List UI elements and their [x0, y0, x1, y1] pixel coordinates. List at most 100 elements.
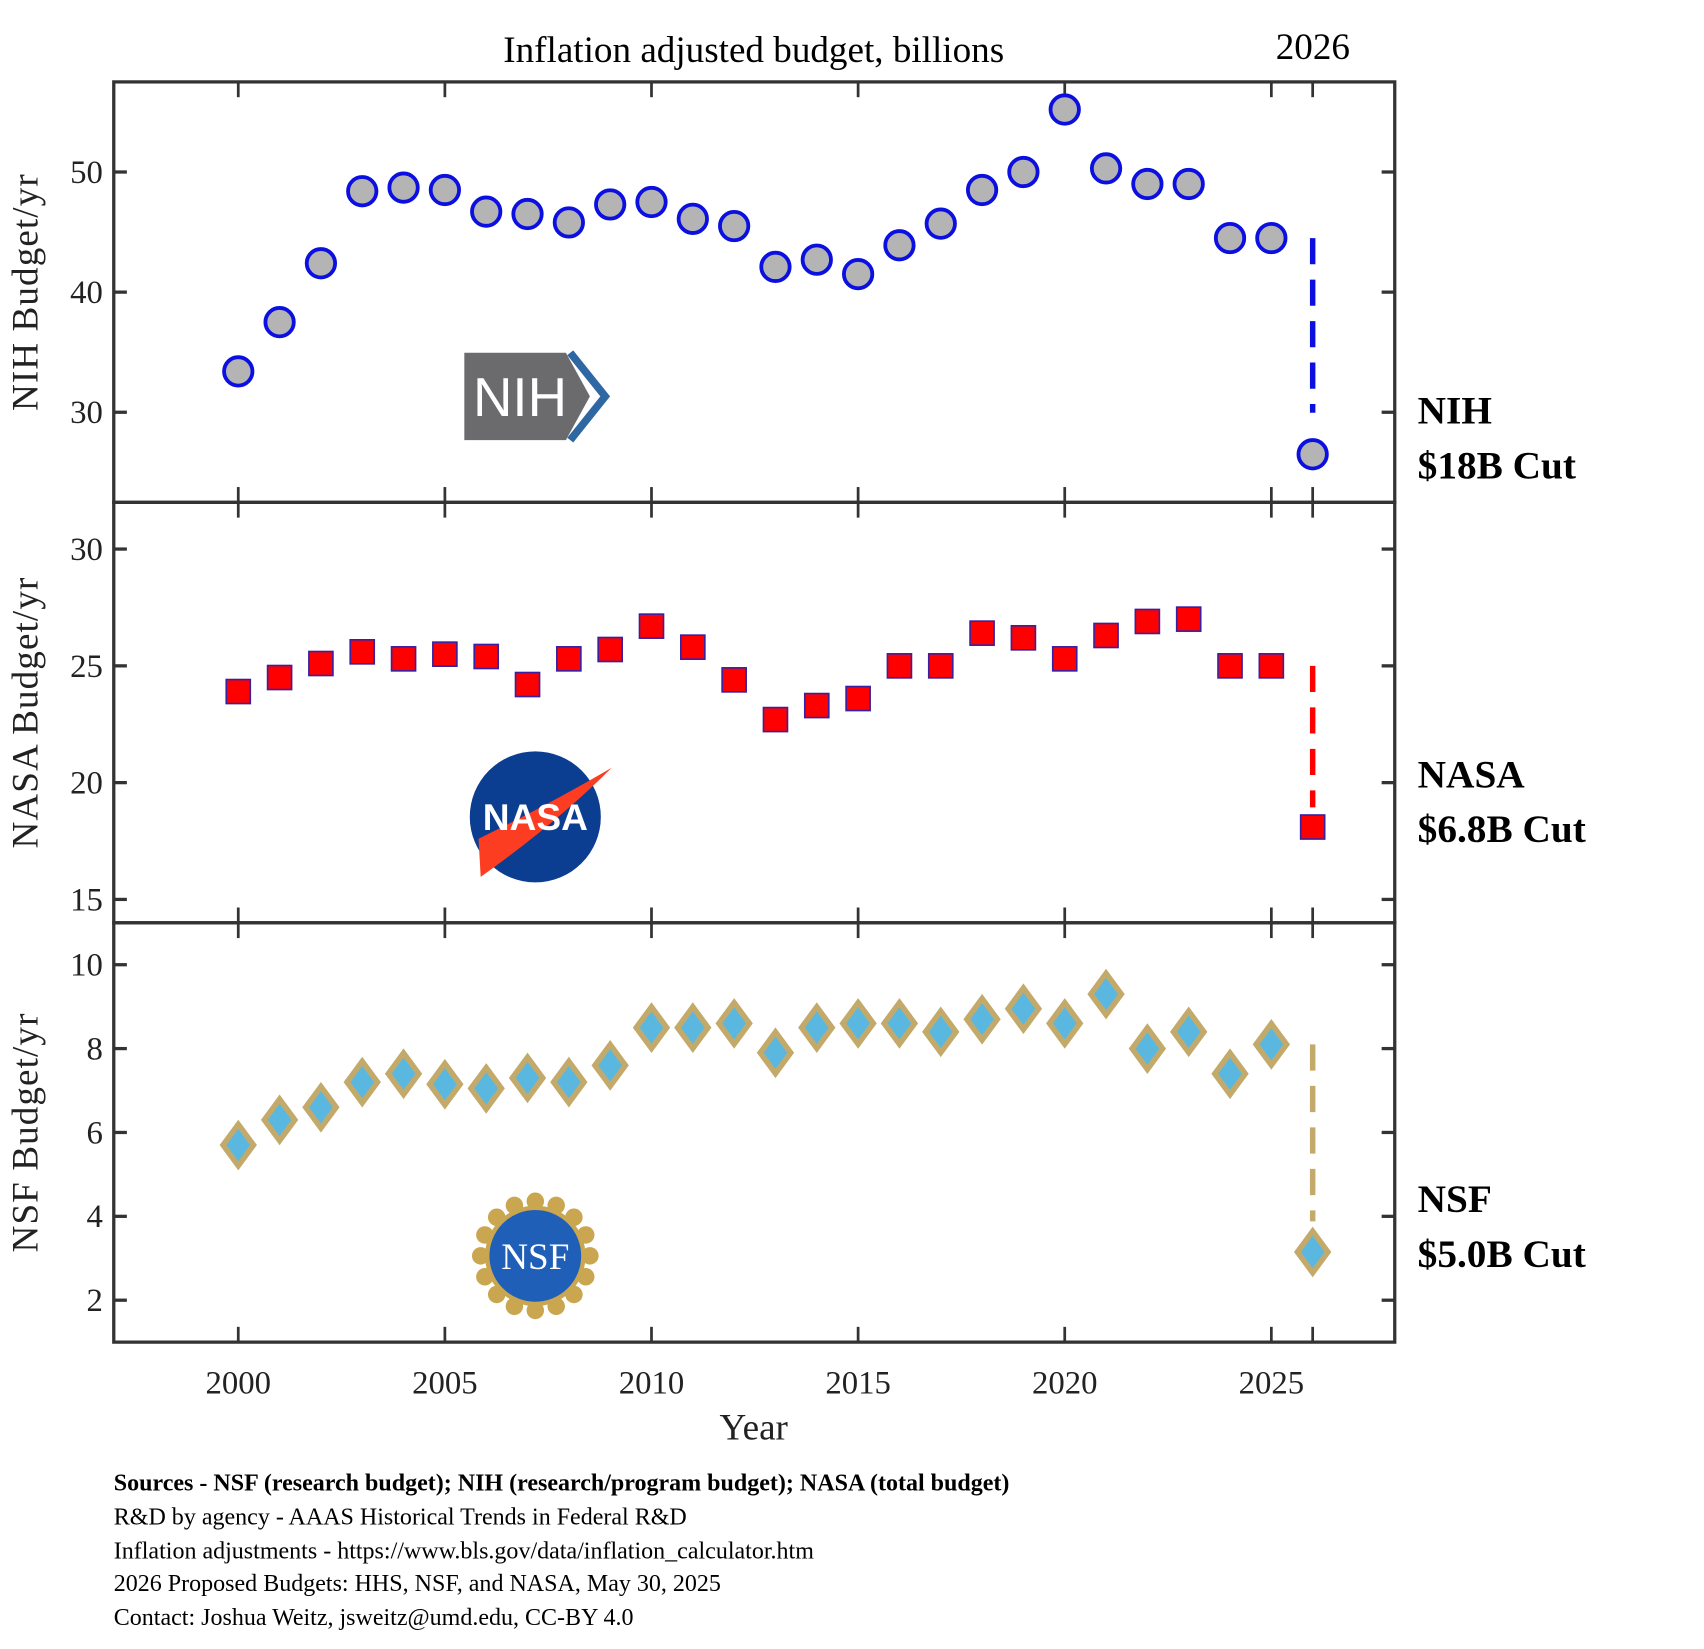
data-point — [638, 613, 665, 639]
data-point — [266, 664, 293, 691]
axes-frame — [112, 500, 1397, 925]
x-tick-label: 2025 — [1239, 1365, 1305, 1401]
data-point — [473, 643, 500, 670]
nsf-logo-ray — [526, 1301, 545, 1320]
y-tick-label: 20 — [70, 766, 103, 802]
data-point — [1089, 152, 1123, 185]
panel-nsf: 2 4 6 8 10 NSF Budget/yr NSF NSF $5.0B Cut — [5, 921, 1586, 1344]
y-tick-label: 25 — [70, 649, 103, 685]
x-tick-label: 2020 — [1032, 1365, 1098, 1401]
footer-line: Contact: Joshua Weitz, jsweitz@umd.edu, … — [114, 1605, 634, 1631]
data-point — [550, 1056, 588, 1108]
data-point — [308, 650, 334, 677]
data-point — [1299, 814, 1326, 840]
data-point — [343, 1056, 381, 1108]
data-point — [1046, 998, 1084, 1049]
footer-sources: Sources - NSF (research budget); NIH (re… — [114, 1471, 1010, 1497]
y-axis-label: NASA Budget/yr — [5, 577, 46, 849]
data-point — [390, 646, 417, 672]
y-tick-label: 30 — [70, 395, 103, 431]
data-point — [222, 355, 255, 388]
data-point — [922, 1006, 960, 1058]
nsf-logo-ray — [581, 1247, 599, 1265]
x-tick-label: 2015 — [825, 1365, 891, 1401]
data-point — [302, 1081, 340, 1133]
data-point — [1252, 1019, 1291, 1070]
data-point — [508, 1052, 547, 1104]
data-point — [679, 634, 706, 660]
data-point — [428, 173, 461, 207]
y-tick-label: 30 — [70, 532, 103, 568]
data-point — [263, 306, 296, 339]
data-point — [839, 998, 877, 1049]
y-tick-label: 15 — [70, 882, 103, 918]
cut-agency-label: NIH — [1418, 389, 1492, 433]
data-point — [1134, 608, 1161, 635]
data-point — [225, 678, 252, 705]
data-point — [1010, 624, 1037, 651]
data-point — [1128, 1023, 1167, 1074]
data-point — [842, 257, 875, 291]
data-point — [552, 206, 585, 239]
y-tick-label: 4 — [86, 1199, 102, 1235]
y-tick-label: 6 — [86, 1115, 102, 1151]
x-axis-label: Year — [720, 1407, 789, 1448]
axes-frame — [112, 80, 1397, 504]
y-tick-label: 50 — [70, 155, 103, 191]
footer-line: 2026 Proposed Budgets: HHS, NSF, and NAS… — [114, 1571, 721, 1597]
data-point — [845, 685, 871, 712]
data-point — [721, 667, 747, 693]
data-point — [1211, 1048, 1249, 1100]
x-tick-label: 2010 — [619, 1365, 685, 1401]
data-point — [1255, 221, 1288, 255]
data-point — [635, 185, 668, 219]
footer-line: Inflation adjustments - https://www.bls.… — [114, 1538, 814, 1564]
y-tick-label: 8 — [86, 1032, 102, 1068]
data-point — [676, 202, 709, 235]
data-point — [759, 250, 792, 284]
panel-nasa: 15 20 25 30 NASA Budget/yr NASA NASA $6.8B Cut — [5, 500, 1586, 925]
y-tick-label: 40 — [70, 275, 103, 311]
data-point — [1213, 221, 1247, 255]
data-point — [632, 1002, 671, 1053]
y-axis-label: NSF Budget/yr — [5, 1012, 46, 1252]
data-point — [594, 188, 627, 221]
nih-logo-text: NIH — [473, 367, 567, 428]
nsf-logo-ray — [471, 1247, 490, 1265]
nsf-logo-text: NSF — [501, 1237, 569, 1278]
chart-title-year: 2026 — [1276, 27, 1350, 68]
nsf-logo: NSF — [471, 1192, 599, 1320]
data-point — [1217, 653, 1243, 679]
data-point — [1175, 606, 1202, 632]
data-point — [718, 209, 751, 243]
data-point — [304, 247, 338, 280]
y-tick-label: 10 — [70, 948, 103, 984]
data-point — [1087, 968, 1125, 1020]
nsf-logo-ray — [526, 1192, 545, 1210]
nsf-logo-globe — [485, 1205, 586, 1307]
data-point — [1170, 1006, 1208, 1058]
data-point — [384, 1048, 423, 1100]
data-point — [514, 671, 541, 698]
cut-amount-label: $6.8B Cut — [1418, 807, 1586, 851]
data-point — [591, 1040, 629, 1091]
data-point — [963, 993, 1001, 1045]
data-point — [969, 620, 995, 646]
data-point — [432, 641, 458, 668]
data-point — [883, 229, 916, 262]
data-point — [556, 646, 582, 672]
data-point — [1296, 438, 1329, 471]
cut-agency-label: NASA — [1418, 752, 1526, 796]
data-point — [1093, 622, 1119, 649]
data-point — [470, 195, 503, 228]
data-point — [762, 706, 789, 733]
data-point — [426, 1058, 464, 1110]
data-point — [1007, 155, 1040, 189]
cut-amount-label: $5.0B Cut — [1418, 1232, 1586, 1276]
nasa-logo-text: NASA — [483, 796, 588, 838]
data-point — [1004, 983, 1043, 1035]
data-point — [1293, 1226, 1332, 1278]
nasa-logo: NASA — [469, 751, 612, 883]
data-point — [803, 692, 830, 719]
data-point — [880, 998, 919, 1049]
